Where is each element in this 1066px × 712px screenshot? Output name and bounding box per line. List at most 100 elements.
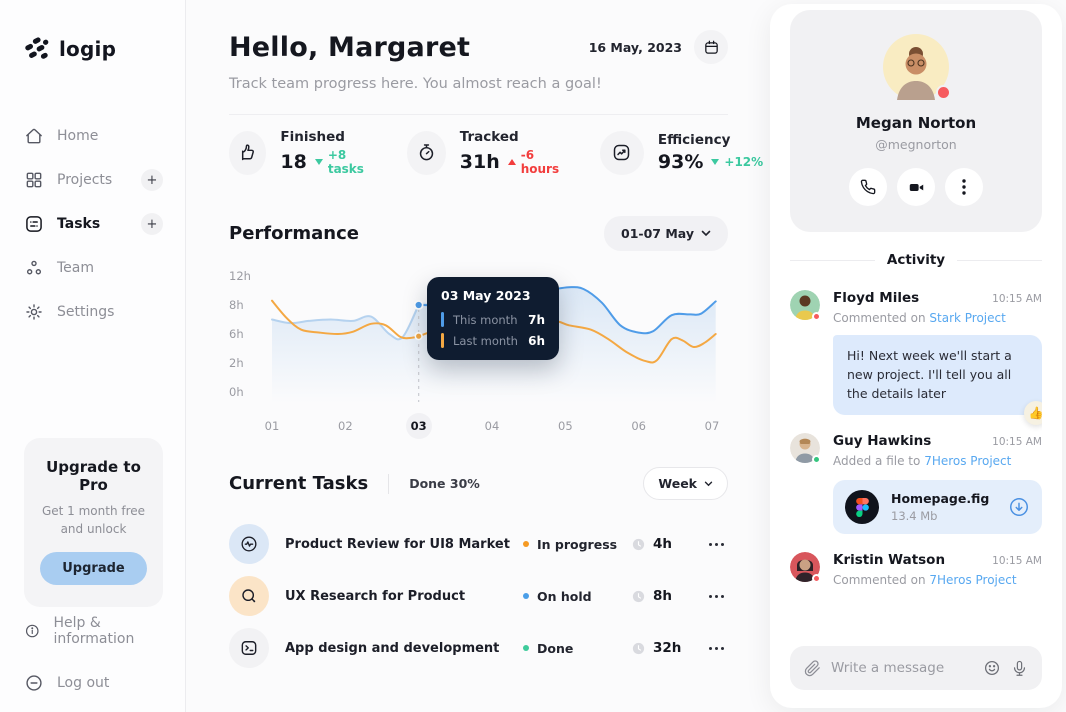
activity-item: Guy Hawkins 10:15 AM Added a file to 7He… bbox=[790, 433, 1042, 468]
phone-icon bbox=[860, 179, 876, 195]
tooltip-row: This month 7h bbox=[441, 312, 545, 327]
main-content: Hello, Margaret 16 May, 2023 Track team … bbox=[186, 0, 770, 712]
download-icon bbox=[1010, 498, 1028, 517]
x-axis-tick: 02 bbox=[338, 419, 353, 433]
date-range-dropdown[interactable]: 01-07 May bbox=[604, 216, 728, 251]
divider bbox=[388, 473, 390, 494]
stat-label: Efficiency bbox=[657, 132, 731, 148]
task-time: 32h bbox=[631, 640, 695, 656]
task-row[interactable]: App design and development Done 32h bbox=[229, 622, 728, 674]
profile-card: Megan Norton @megnorton bbox=[790, 10, 1042, 232]
clock-icon bbox=[632, 642, 645, 654]
sidebar-item-label: Tasks bbox=[57, 216, 101, 232]
figma-icon bbox=[845, 490, 879, 525]
microphone-icon bbox=[1013, 660, 1026, 676]
divider bbox=[229, 114, 728, 115]
download-button[interactable] bbox=[1008, 496, 1030, 518]
logo-icon bbox=[25, 37, 49, 59]
sidebar-item-label: Team bbox=[57, 260, 95, 276]
thumbs-up-reaction[interactable]: 👍 bbox=[1024, 401, 1042, 426]
activity-action: Added a file to 7Heros Project bbox=[833, 454, 1012, 469]
stat-value: 18 bbox=[280, 151, 307, 173]
trending-icon bbox=[599, 130, 644, 175]
task-row[interactable]: Product Review for UI8 Market In progres… bbox=[229, 518, 728, 570]
help-information-link[interactable]: Help & information bbox=[24, 607, 163, 655]
upgrade-title: Upgrade to Pro bbox=[46, 458, 141, 494]
stat-value: 93% bbox=[657, 151, 704, 173]
y-axis-tick: 0h bbox=[229, 385, 244, 399]
sidebar-nav: Home Projects + Tasks + Team bbox=[24, 118, 163, 330]
logo-text: logip bbox=[59, 37, 117, 61]
activity-action: Commented on Stark Project bbox=[833, 311, 1006, 325]
task-menu-button[interactable] bbox=[705, 643, 728, 654]
add-task-button[interactable]: + bbox=[141, 213, 163, 235]
checklist-icon bbox=[26, 216, 42, 232]
gear-icon bbox=[26, 304, 42, 320]
task-title: UX Research for Product bbox=[285, 588, 466, 604]
task-menu-button[interactable] bbox=[705, 539, 728, 550]
logo: logip bbox=[24, 36, 163, 62]
activity-icon bbox=[229, 524, 269, 564]
more-icon bbox=[962, 179, 966, 195]
activity-feed: Floyd Miles 10:15 AM Commented on Stark … bbox=[790, 272, 1042, 632]
task-time: 4h bbox=[631, 536, 695, 552]
more-options-button[interactable] bbox=[945, 168, 983, 206]
upgrade-button[interactable]: Upgrade bbox=[40, 552, 147, 585]
series-color-bar bbox=[441, 333, 444, 348]
message-bar bbox=[790, 646, 1042, 690]
project-link[interactable]: Stark Project bbox=[929, 311, 1006, 325]
sidebar-item-team[interactable]: Team bbox=[24, 250, 163, 286]
sidebar-item-label: Home bbox=[57, 128, 99, 144]
status-badge bbox=[812, 312, 821, 321]
activity-user-name: Floyd Miles bbox=[833, 290, 920, 306]
emoji-button[interactable] bbox=[983, 659, 1001, 677]
activity-user-name: Kristin Watson bbox=[833, 552, 946, 569]
add-project-button[interactable]: + bbox=[141, 169, 163, 191]
smiley-icon bbox=[984, 660, 1000, 676]
sidebar-item-tasks[interactable]: Tasks + bbox=[24, 206, 163, 242]
video-icon bbox=[909, 183, 923, 191]
task-row[interactable]: UX Research for Product On hold 8h bbox=[229, 570, 728, 622]
log-out-link[interactable]: Log out bbox=[24, 665, 163, 701]
voice-message-button[interactable] bbox=[1011, 660, 1028, 677]
task-menu-button[interactable] bbox=[705, 591, 728, 602]
activity-user-name: Guy Hawkins bbox=[833, 433, 932, 450]
avatar bbox=[790, 433, 821, 465]
sidebar-item-label: Projects bbox=[57, 172, 113, 188]
logout-label: Log out bbox=[57, 675, 110, 691]
period-dropdown[interactable]: Week bbox=[643, 467, 728, 500]
project-link[interactable]: 7Heros Project bbox=[924, 454, 1012, 469]
x-axis-tick: 05 bbox=[558, 419, 573, 433]
search-icon bbox=[229, 576, 269, 616]
calendar-icon bbox=[704, 40, 718, 54]
comment-bubble: Hi! Next week we'll start a new project.… bbox=[833, 335, 1042, 426]
sidebar-item-projects[interactable]: Projects + bbox=[24, 162, 163, 198]
call-button[interactable] bbox=[849, 168, 887, 206]
task-title: App design and development bbox=[285, 640, 500, 656]
attach-file-button[interactable] bbox=[804, 659, 821, 677]
chart-y-axis: 12h 8h 6h 2h 0h bbox=[229, 269, 269, 403]
project-link[interactable]: 7Heros Project bbox=[929, 573, 1017, 588]
sidebar-item-settings[interactable]: Settings bbox=[24, 294, 163, 330]
message-input[interactable] bbox=[831, 660, 973, 676]
stat-value: 31h bbox=[459, 151, 500, 173]
stat-trend: -6 hours bbox=[507, 148, 564, 176]
video-call-button[interactable] bbox=[897, 168, 935, 206]
help-label: Help & information bbox=[53, 615, 135, 647]
activity-time: 10:15 AM bbox=[992, 555, 1042, 568]
chart-x-axis: 01 02 03 04 05 06 07 bbox=[265, 411, 721, 441]
calendar-button[interactable] bbox=[694, 30, 728, 64]
sidebar-item-home[interactable]: Home bbox=[24, 118, 163, 154]
info-icon bbox=[25, 624, 39, 638]
sidebar-footer: Help & information Log out bbox=[24, 607, 163, 701]
clock-icon bbox=[632, 538, 645, 550]
file-attachment-card[interactable]: Homepage.fig 13.4 Mb bbox=[833, 480, 1042, 535]
activity-header: Activity bbox=[790, 252, 1042, 268]
paperclip-icon bbox=[804, 659, 820, 676]
activity-time: 10:15 AM bbox=[992, 293, 1042, 305]
stat-finished: Finished 18 +8 tasks bbox=[229, 129, 371, 176]
task-list: Product Review for UI8 Market In progres… bbox=[229, 518, 728, 674]
status-badge bbox=[936, 85, 951, 100]
y-axis-tick: 12h bbox=[229, 269, 251, 283]
x-axis-tick: 06 bbox=[631, 419, 646, 433]
